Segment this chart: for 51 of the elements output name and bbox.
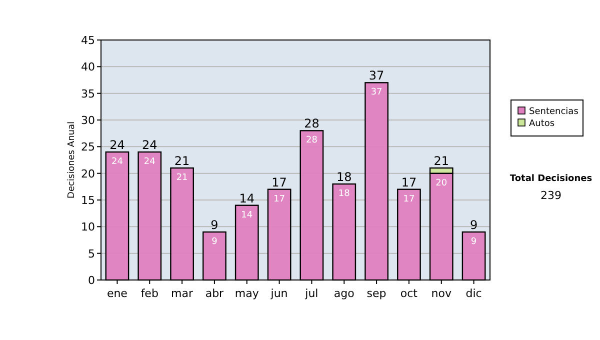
x-tick-label: feb [140, 287, 158, 300]
data-label: 9 [470, 237, 477, 247]
data-label: 20 [436, 178, 448, 188]
x-tick-label: oct [400, 287, 418, 300]
total-label: 24 [110, 138, 125, 152]
text: 239 [540, 189, 562, 202]
y-tick-label: 10 [81, 220, 95, 234]
total-label: 21 [174, 154, 190, 168]
data-label: 24 [144, 157, 156, 167]
text: Total Decisiones [510, 174, 592, 184]
y-tick-label: 40 [81, 60, 95, 74]
data-label: 28 [306, 136, 318, 146]
y-tick-label: 35 [81, 87, 95, 100]
total-label: 28 [304, 116, 320, 131]
x-tick-label: sep [366, 287, 386, 300]
total-label: 18 [336, 170, 352, 184]
x-tick-label: ago [334, 287, 355, 300]
y-tick-label: 5 [88, 247, 95, 260]
y-tick-label: 25 [81, 140, 95, 154]
x-tick-label: dic [466, 287, 482, 300]
x-tick-label: mar [171, 287, 194, 300]
legend-label: Sentencias [529, 107, 579, 117]
total-label: 21 [434, 154, 450, 168]
x-tick-label: may [234, 287, 260, 300]
y-tick-label: 15 [81, 194, 95, 207]
x-tick-label: nov [431, 287, 452, 300]
total-label: 17 [401, 175, 417, 190]
data-label: 18 [338, 189, 350, 199]
legend-label: Autos [529, 119, 555, 129]
y-axis-title: Decisiones Anual [67, 122, 77, 198]
total-label: 14 [239, 191, 255, 206]
data-label: 17 [403, 194, 415, 204]
total-label: 37 [368, 68, 384, 83]
data-label: 21 [176, 173, 188, 183]
data-label: 14 [241, 210, 253, 220]
total-label: 9 [470, 218, 478, 232]
y-tick-label: 30 [81, 114, 95, 127]
x-tick-label: jul [304, 287, 318, 300]
x-tick-label: jun [270, 287, 288, 300]
y-tick-label: 0 [88, 274, 95, 287]
data-label: 17 [274, 194, 286, 204]
x-tick-label: ene [106, 287, 128, 300]
total-label: 24 [142, 138, 158, 152]
total-label: 17 [272, 175, 287, 190]
data-label: 24 [111, 157, 124, 167]
x-tick-label: abr [205, 287, 224, 300]
y-tick-label: 45 [81, 34, 95, 47]
total-label: 9 [210, 218, 218, 232]
y-tick-label: 20 [81, 167, 95, 180]
data-label: 9 [212, 237, 218, 247]
data-label: 37 [370, 88, 382, 98]
